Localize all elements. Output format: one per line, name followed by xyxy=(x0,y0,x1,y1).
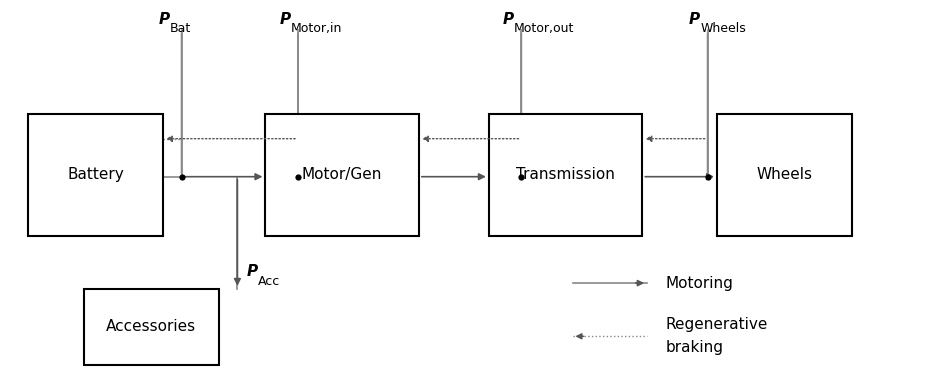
Text: Wheels: Wheels xyxy=(700,22,746,35)
FancyBboxPatch shape xyxy=(489,114,642,236)
Text: Regenerative: Regenerative xyxy=(666,317,768,332)
Text: Motoring: Motoring xyxy=(666,276,734,291)
Text: Wheels: Wheels xyxy=(756,167,813,182)
Text: Battery: Battery xyxy=(67,167,124,182)
Text: Acc: Acc xyxy=(258,275,280,288)
Text: Motor,out: Motor,out xyxy=(514,22,574,35)
Text: P: P xyxy=(503,11,514,27)
Text: P: P xyxy=(279,11,290,27)
FancyBboxPatch shape xyxy=(265,114,419,236)
Text: Accessories: Accessories xyxy=(106,319,196,334)
Text: Motor/Gen: Motor/Gen xyxy=(302,167,383,182)
Text: Bat: Bat xyxy=(169,22,191,35)
Text: P: P xyxy=(689,11,700,27)
Text: Motor,in: Motor,in xyxy=(290,22,342,35)
Text: braking: braking xyxy=(666,340,723,355)
FancyBboxPatch shape xyxy=(717,114,852,236)
FancyBboxPatch shape xyxy=(28,114,163,236)
Text: Transmission: Transmission xyxy=(516,167,615,182)
Text: P: P xyxy=(247,264,258,279)
Text: P: P xyxy=(158,11,169,27)
FancyBboxPatch shape xyxy=(84,289,219,365)
